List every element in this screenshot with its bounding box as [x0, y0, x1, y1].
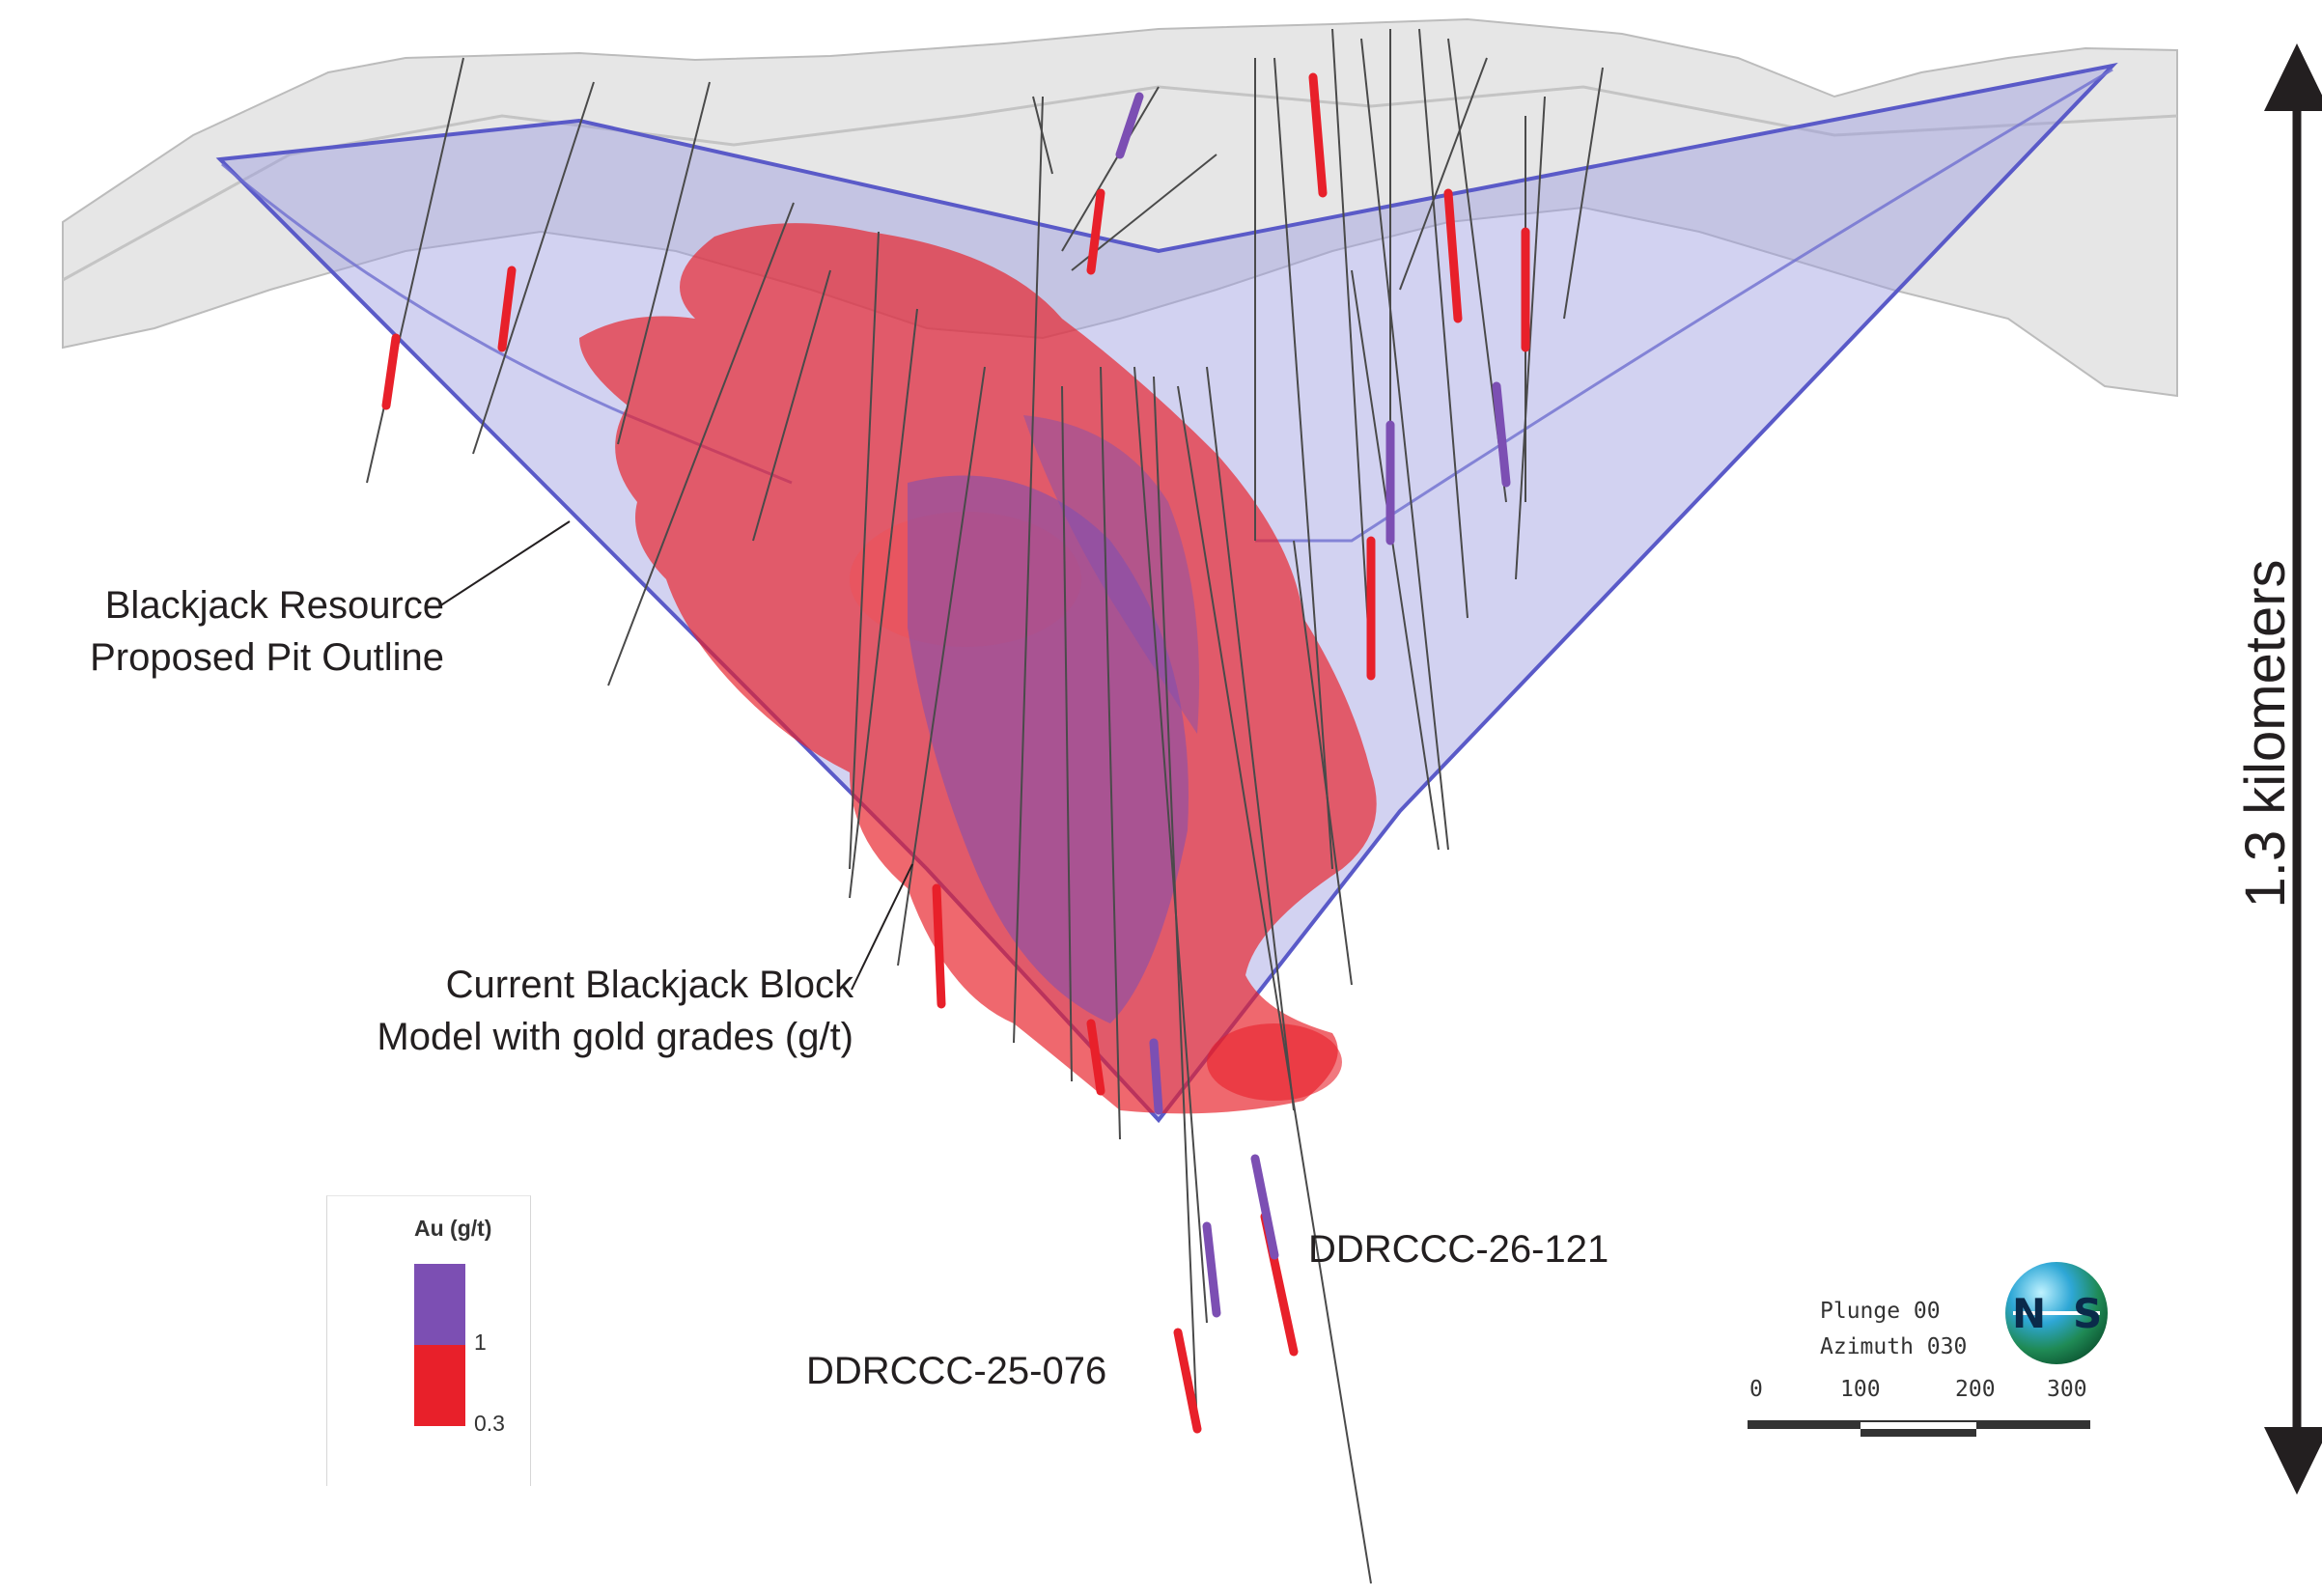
plunge-label: Plunge 00 — [1820, 1299, 1941, 1324]
block-model-callout: Current Blackjack Block Model with gold … — [270, 959, 853, 1063]
block-model-callout-line2: Model with gold grades (g/t) — [270, 1011, 853, 1063]
pit-outline-callout-line2: Proposed Pit Outline — [19, 631, 444, 684]
legend-title: Au (g/t) — [414, 1216, 491, 1242]
grade-legend: Au (g/t) 1 0.3 — [326, 1195, 531, 1486]
drillhole-label-26-121: DDRCCC-26-121 — [1308, 1228, 1609, 1272]
compass-n-label: N — [2012, 1290, 2046, 1337]
legend-swatch-high — [414, 1264, 465, 1345]
azimuth-label: Azimuth 030 — [1820, 1334, 1967, 1359]
scale-tick-200: 200 — [1955, 1377, 1996, 1402]
legend-value-upper: 1 — [474, 1330, 487, 1356]
drillhole-label-25-076: DDRCCC-25-076 — [806, 1350, 1106, 1393]
scale-tick-0: 0 — [1749, 1377, 1763, 1402]
pit-callout-leader — [439, 521, 570, 606]
scale-tick-100: 100 — [1840, 1377, 1881, 1402]
vertical-scale-label: 1.3 kilometers — [2233, 483, 2295, 985]
legend-value-lower: 0.3 — [474, 1411, 505, 1437]
pit-outline-callout-line1: Blackjack Resource — [19, 579, 444, 631]
scale-tick-300: 300 — [2047, 1377, 2087, 1402]
pit-outline-callout: Blackjack Resource Proposed Pit Outline — [19, 579, 444, 684]
compass-s-label: S — [2073, 1290, 2102, 1337]
legend-swatch-low — [414, 1345, 465, 1426]
scale-bar — [1748, 1421, 2090, 1437]
block-model-callout-line1: Current Blackjack Block — [270, 959, 853, 1011]
